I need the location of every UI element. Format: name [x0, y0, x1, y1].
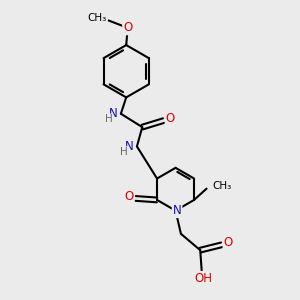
- Text: CH₃: CH₃: [212, 181, 231, 191]
- Text: N: N: [109, 107, 118, 120]
- Text: O: O: [123, 21, 132, 34]
- Text: N: N: [173, 204, 182, 217]
- Text: CH₃: CH₃: [88, 13, 107, 23]
- Text: N: N: [124, 140, 134, 153]
- Text: O: O: [124, 190, 134, 203]
- Text: O: O: [166, 112, 175, 125]
- Text: H: H: [120, 147, 128, 157]
- Text: OH: OH: [194, 272, 212, 285]
- Text: O: O: [224, 236, 233, 249]
- Text: H: H: [104, 114, 112, 124]
